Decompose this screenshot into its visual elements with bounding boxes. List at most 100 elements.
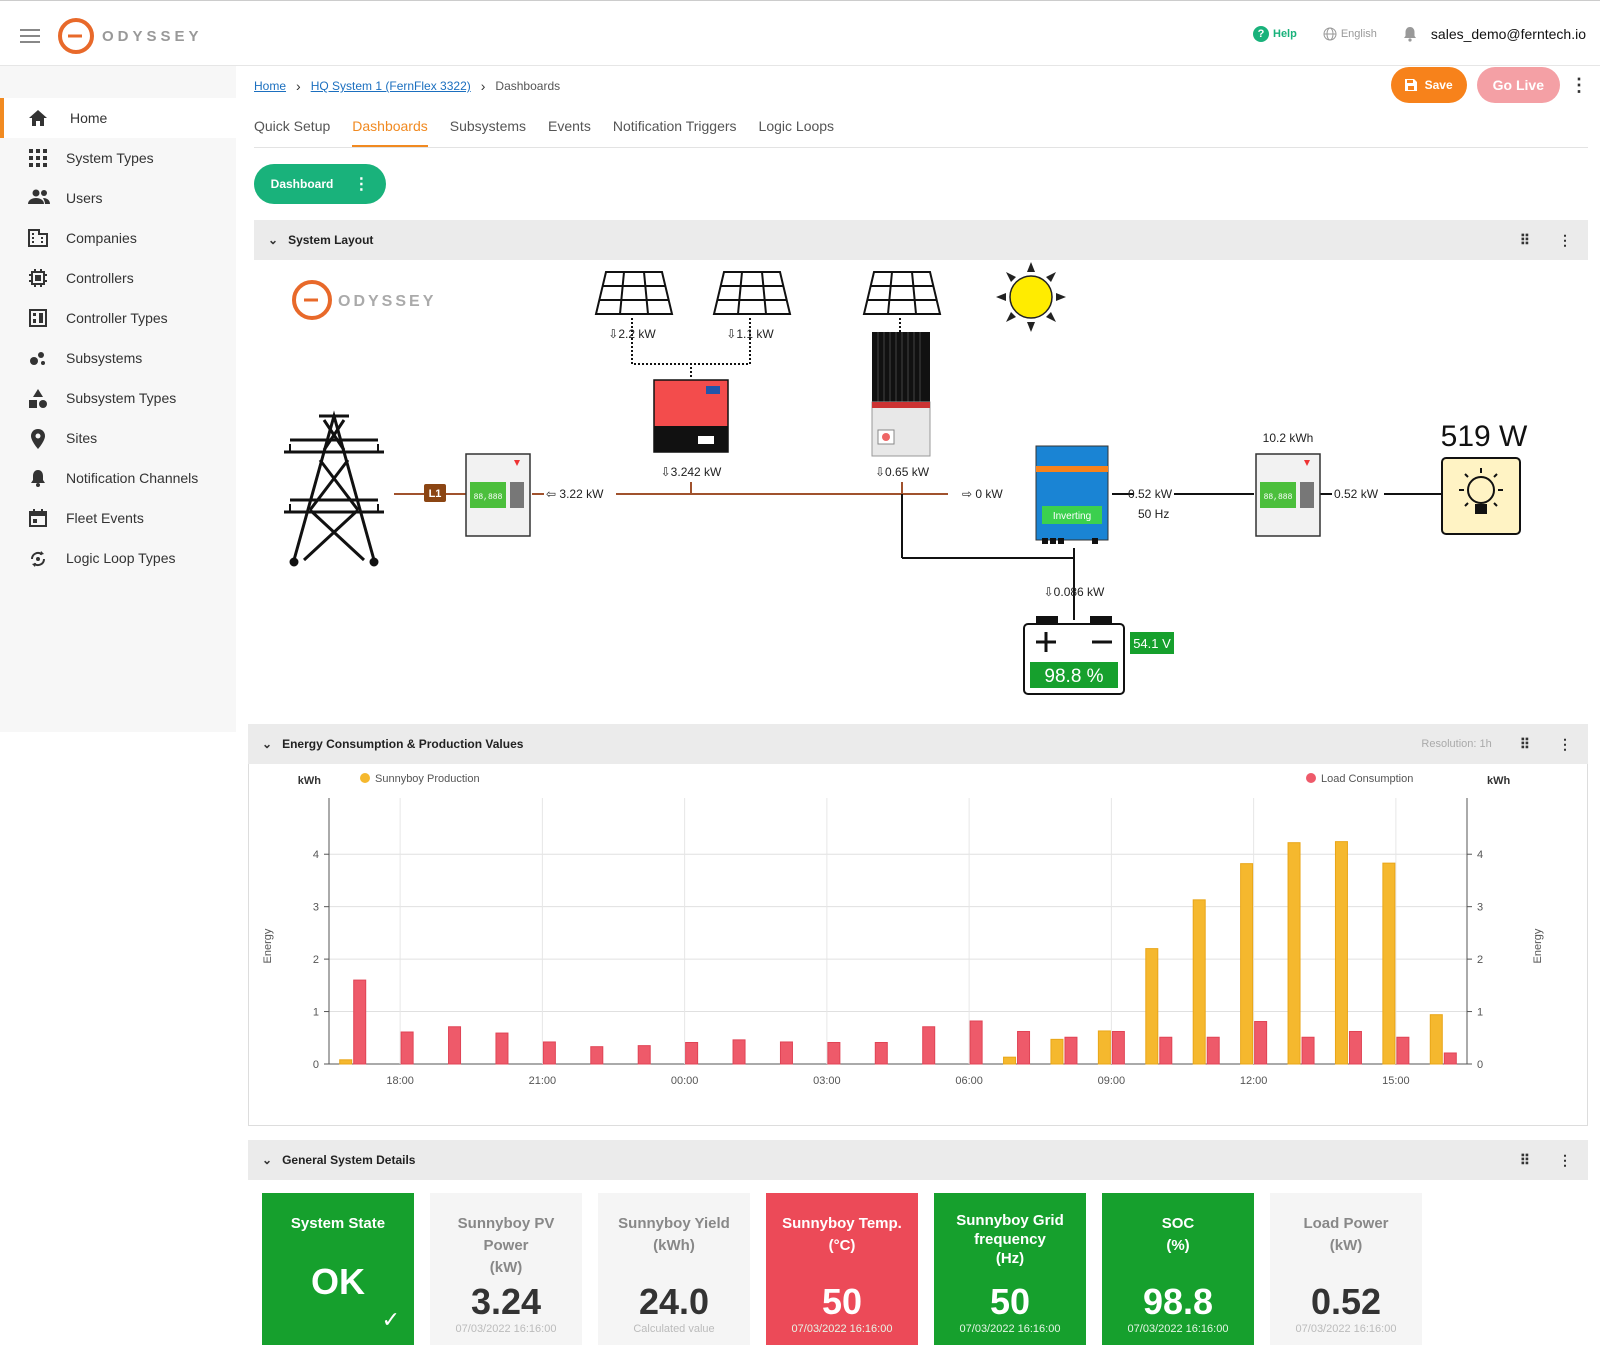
panel-icon (28, 309, 48, 327)
bar-production (1192, 899, 1206, 1065)
sidebar-item-system-types[interactable]: System Types (0, 138, 236, 178)
energy-panel-title: Energy Consumption & Production Values (282, 737, 524, 751)
panel-more-icon[interactable]: ⋮ (1558, 735, 1572, 752)
chevron-right-icon: › (480, 78, 486, 94)
users-icon (28, 189, 50, 207)
sidebar-item-fleet-events[interactable]: Fleet Events (0, 498, 236, 538)
tab-events[interactable]: Events (548, 118, 591, 134)
inverter-input-flow: ⇨ 0 kW (962, 487, 1003, 501)
panel-more-icon[interactable]: ⋮ (1558, 231, 1572, 248)
collapse-chevron-icon[interactable]: ⌄ (262, 1153, 273, 1167)
bar-production (1382, 862, 1396, 1065)
collapse-chevron-icon[interactable]: ⌄ (262, 737, 273, 751)
bar-consumption (1254, 1021, 1268, 1065)
kpi-card-load-power[interactable]: Load Power (kW) 0.52 07/03/2022 16:16:00 (1270, 1193, 1422, 1345)
menu-icon[interactable] (20, 29, 40, 43)
kpi-title: System State (290, 1215, 386, 1232)
breadcrumb-system[interactable]: HQ System 1 (FernFlex 3322) (310, 79, 471, 93)
kpi-unit: (Hz) (995, 1250, 1025, 1267)
save-button[interactable]: Save (1390, 67, 1467, 103)
user-email[interactable]: sales_demo@ferntech.io (1430, 26, 1586, 42)
x-tick-label: 18:00 (386, 1075, 414, 1087)
system-layout-diagram: ODYSSEY (254, 260, 1588, 732)
drag-handle-icon[interactable]: ⠿ (1519, 1151, 1530, 1168)
kpi-card-soc[interactable]: SOC (%) 98.8 07/03/2022 16:16:00 (1102, 1193, 1254, 1345)
kpi-card-temperature[interactable]: Sunnyboy Temp. (°C) 50 07/03/2022 16:16:0… (766, 1193, 918, 1345)
sidebar-item-controllers[interactable]: Controllers (0, 258, 236, 298)
go-live-button[interactable]: Go Live (1476, 67, 1560, 103)
sidebar-item-label: Subsystems (66, 350, 143, 366)
pv-string-2-power: ⇩1.1 kW (726, 327, 774, 341)
sidebar-item-controller-types[interactable]: Controller Types (0, 298, 236, 338)
tab-notification-triggers[interactable]: Notification Triggers (612, 118, 737, 134)
tab-quick-setup[interactable]: Quick Setup (254, 118, 331, 134)
drag-handle-icon[interactable]: ⠿ (1519, 231, 1530, 248)
pin-icon (28, 429, 48, 449)
go-live-label: Go Live (1492, 77, 1544, 93)
brand-logo[interactable]: ODYSSEY (56, 16, 203, 56)
kpi-timestamp: 07/03/2022 16:16:00 (959, 1323, 1061, 1335)
sidebar-item-notification-channels[interactable]: Notification Channels (0, 458, 236, 498)
energy-chart: 0 0 1 1 2 2 3 3 4 4 18:00 21:00 00:00 03:00 06:00 09:00… (248, 764, 1588, 1126)
bar-consumption (685, 1041, 699, 1065)
collapse-chevron-icon[interactable]: ⌄ (268, 233, 279, 247)
kpi-value: 50 (821, 1281, 863, 1322)
system-diagram-svg: ODYSSEY (284, 262, 1528, 695)
kpi-cards: System State OK ✓ Sunnyboy PV Power (kW) … (262, 1193, 1422, 1345)
help-label: Help (1273, 28, 1297, 40)
y-tick-label-left: 1 (313, 1007, 319, 1019)
sidebar-item-label: Controller Types (66, 310, 168, 326)
chevron-right-icon: › (296, 78, 301, 94)
dashboard-selector-button[interactable]: Dashboard ⋮ (254, 164, 386, 204)
grid-flow-label: ⇦ 3.22 kW (546, 487, 604, 501)
tab-logic-loops[interactable]: Logic Loops (758, 118, 835, 134)
kpi-title: Load Power (1303, 1215, 1389, 1232)
dc-wires (901, 493, 1442, 620)
x-tick-label: 00:00 (671, 1075, 699, 1087)
breadcrumb-home[interactable]: Home (254, 79, 287, 93)
dashboard-menu-icon[interactable]: ⋮ (353, 176, 370, 193)
kpi-title: Sunnyboy Grid frequency (956, 1212, 1064, 1248)
sidebar-item-logic-loop-types[interactable]: Logic Loop Types (0, 538, 236, 578)
sidebar-item-subsystems[interactable]: Subsystems (0, 338, 236, 378)
panel-more-icon[interactable]: ⋮ (1558, 1151, 1572, 1168)
watermark-logo-icon (292, 280, 332, 320)
sidebar-item-users[interactable]: Users (0, 178, 236, 218)
kpi-card-yield[interactable]: Sunnyboy Yield (kWh) 24.0 Calculated valu… (598, 1193, 750, 1345)
kpi-card-pv-power[interactable]: Sunnyboy PV Power (kW) 3.24 07/03/2022 16… (430, 1193, 582, 1345)
tab-dashboards[interactable]: Dashboards (352, 104, 428, 147)
resolution-label[interactable]: Resolution: 1h (1421, 738, 1492, 750)
sun-icon (996, 262, 1066, 332)
y-unit-right: kWh (1487, 775, 1511, 787)
grid-icon (28, 149, 48, 167)
language-selector[interactable]: English (1323, 27, 1377, 41)
load-power-value: 519 W (1441, 420, 1528, 453)
kpi-value: 98.8 (1142, 1281, 1214, 1322)
sidebar-item-label: Notification Channels (66, 470, 199, 486)
sidebar-item-home[interactable]: Home (0, 98, 236, 138)
bar-consumption (922, 1026, 936, 1065)
details-panel-header: ⌄ General System Details ⠿ ⋮ (248, 1140, 1588, 1180)
bar-consumption (969, 1020, 983, 1065)
bar-consumption (495, 1032, 509, 1065)
kpi-timestamp: 07/03/2022 16:16:00 (455, 1323, 557, 1335)
more-options-icon[interactable]: ⋮ (1570, 74, 1588, 95)
kpi-unit: (kWh) (653, 1237, 695, 1254)
help-icon: ? (1253, 26, 1269, 42)
kpi-timestamp: 07/03/2022 16:16:00 (1127, 1323, 1229, 1335)
sidebar-item-companies[interactable]: Companies (0, 218, 236, 258)
kpi-card-system-state[interactable]: System State OK ✓ (262, 1193, 414, 1345)
x-tick-label: 15:00 (1382, 1075, 1410, 1087)
notification-bell-icon[interactable] (1403, 26, 1417, 42)
drag-handle-icon[interactable]: ⠿ (1519, 735, 1530, 752)
tab-subsystems[interactable]: Subsystems (449, 118, 527, 134)
bar-consumption (1348, 1030, 1362, 1065)
bar-consumption (1017, 1030, 1031, 1065)
bar-consumption (874, 1041, 888, 1065)
system-layout-title: System Layout (288, 233, 374, 247)
sidebar-item-sites[interactable]: Sites (0, 418, 236, 458)
light-bulb-icon (1441, 457, 1521, 535)
sidebar-item-subsystem-types[interactable]: Subsystem Types (0, 378, 236, 418)
kpi-card-grid-frequency[interactable]: Sunnyboy Grid frequency (Hz) 50 07/03/202… (934, 1193, 1086, 1345)
help-link[interactable]: ? Help (1253, 26, 1297, 42)
